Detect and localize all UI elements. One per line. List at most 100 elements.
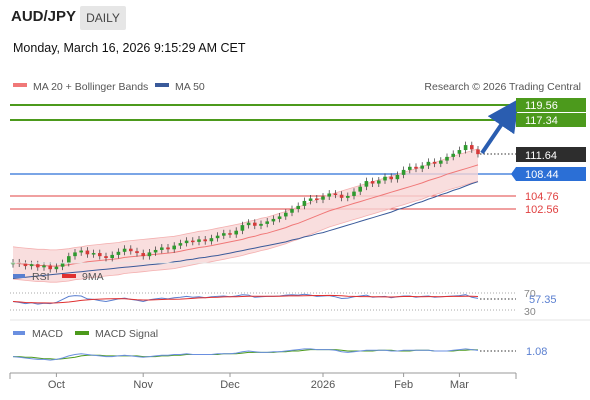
candle [277, 216, 282, 219]
candle [197, 239, 201, 242]
rsi-level-70: 70 [524, 288, 536, 300]
candle [451, 153, 455, 157]
ma20-legend-label: MA 20 + Bollinger Bands [33, 81, 148, 93]
credit-label: Research © 2026 Trading Central [424, 81, 581, 93]
rsi-line [12, 293, 479, 305]
candle [271, 218, 276, 222]
candle [191, 240, 195, 243]
candle [172, 245, 176, 250]
rsi-ma-line [12, 294, 479, 304]
candle [54, 266, 59, 270]
support-2-value: 102.56 [525, 204, 559, 216]
candle [389, 176, 393, 180]
candle [408, 166, 412, 170]
rsi-legend-label: RSI [32, 271, 50, 283]
chart-header: AUD/JPY DAILY [0, 0, 590, 36]
candle [234, 230, 238, 235]
candle [60, 262, 65, 267]
candle [98, 253, 102, 257]
rsi-ma-legend-label: 9MA [82, 271, 104, 283]
candle [178, 243, 183, 246]
candle [315, 198, 319, 200]
candle [215, 235, 220, 239]
candle [240, 225, 245, 231]
last-price-value: 111.64 [525, 150, 557, 162]
candle [302, 200, 307, 206]
macd-legend-swatch [13, 331, 25, 335]
candle [432, 161, 437, 164]
candle [259, 223, 263, 226]
rsi-level-30: 30 [524, 306, 536, 318]
rsi-value: 57.35 [529, 294, 557, 306]
rsi-ma-legend-swatch [62, 274, 76, 278]
candle [463, 145, 468, 151]
x-tick-label: Mar [450, 379, 469, 391]
candle [321, 196, 325, 200]
timeframe-badge[interactable]: DAILY [80, 6, 126, 30]
candle [296, 205, 300, 209]
candle [129, 248, 133, 252]
candle [290, 208, 294, 213]
ma50-legend-label: MA 50 [175, 81, 205, 93]
candle [352, 191, 356, 196]
x-tick-label: Nov [133, 379, 153, 391]
candle [73, 252, 77, 257]
candle [457, 150, 462, 154]
candle [476, 149, 480, 155]
macd-value: 1.08 [526, 346, 547, 358]
x-tick-label: Feb [394, 379, 413, 391]
candle [395, 174, 400, 180]
candle [141, 253, 145, 257]
candle [383, 176, 387, 181]
resistance-1-tag [516, 98, 586, 112]
candle [339, 194, 344, 198]
candle [414, 166, 418, 169]
candle [346, 195, 350, 198]
candle [358, 186, 362, 192]
last-price-tag [516, 147, 586, 162]
candle [67, 256, 71, 263]
candle [79, 250, 83, 253]
resistance-2-value: 117.34 [525, 115, 558, 127]
candle [253, 222, 257, 226]
candle [91, 253, 96, 255]
candle [153, 249, 158, 253]
candle [184, 240, 189, 244]
candle [166, 247, 170, 250]
candle [23, 263, 28, 267]
ma20-line [12, 164, 479, 267]
candle [377, 180, 381, 184]
candle [284, 212, 288, 217]
candle [228, 233, 232, 235]
support-1-value: 104.76 [525, 191, 559, 203]
candle [104, 256, 108, 259]
candle [110, 254, 114, 259]
macd-line [12, 348, 479, 361]
pivot-tag [516, 167, 586, 181]
resistance-1-value: 119.56 [525, 100, 558, 112]
forecast-arrow [480, 98, 520, 155]
x-tick-label: Oct [48, 379, 65, 391]
candle [203, 239, 207, 242]
candle [420, 165, 424, 169]
candle [48, 265, 52, 270]
candle [85, 250, 90, 255]
x-tick-label: Dec [220, 379, 240, 391]
candle [439, 160, 443, 164]
candle [222, 233, 226, 236]
candle [29, 264, 34, 267]
bollinger-upper [12, 148, 479, 251]
candle [426, 161, 431, 166]
bollinger-lower [12, 180, 479, 283]
candle [327, 193, 331, 197]
candle [160, 247, 164, 250]
symbol-title: AUD/JPY [11, 8, 77, 25]
candle [333, 193, 338, 195]
candle [470, 145, 474, 150]
macd-signal-legend-swatch [75, 331, 89, 335]
candle [116, 251, 121, 255]
candle [42, 265, 46, 268]
candle [209, 238, 214, 242]
candle [135, 251, 139, 254]
